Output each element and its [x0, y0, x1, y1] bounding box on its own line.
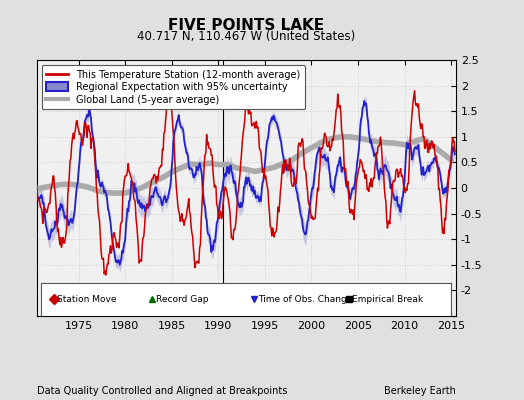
Legend: This Temperature Station (12-month average), Regional Expectation with 95% uncer: This Temperature Station (12-month avera…: [41, 65, 304, 110]
Text: Empirical Break: Empirical Break: [353, 295, 423, 304]
Text: Time of Obs. Change: Time of Obs. Change: [258, 295, 353, 304]
Bar: [41, 283, 451, 316]
Text: 40.717 N, 110.467 W (United States): 40.717 N, 110.467 W (United States): [137, 30, 355, 43]
Text: Station Move: Station Move: [57, 295, 117, 304]
Text: Data Quality Controlled and Aligned at Breakpoints: Data Quality Controlled and Aligned at B…: [37, 386, 287, 396]
Text: Record Gap: Record Gap: [156, 295, 208, 304]
Text: FIVE POINTS LAKE: FIVE POINTS LAKE: [168, 18, 324, 33]
Text: Berkeley Earth: Berkeley Earth: [384, 386, 456, 396]
